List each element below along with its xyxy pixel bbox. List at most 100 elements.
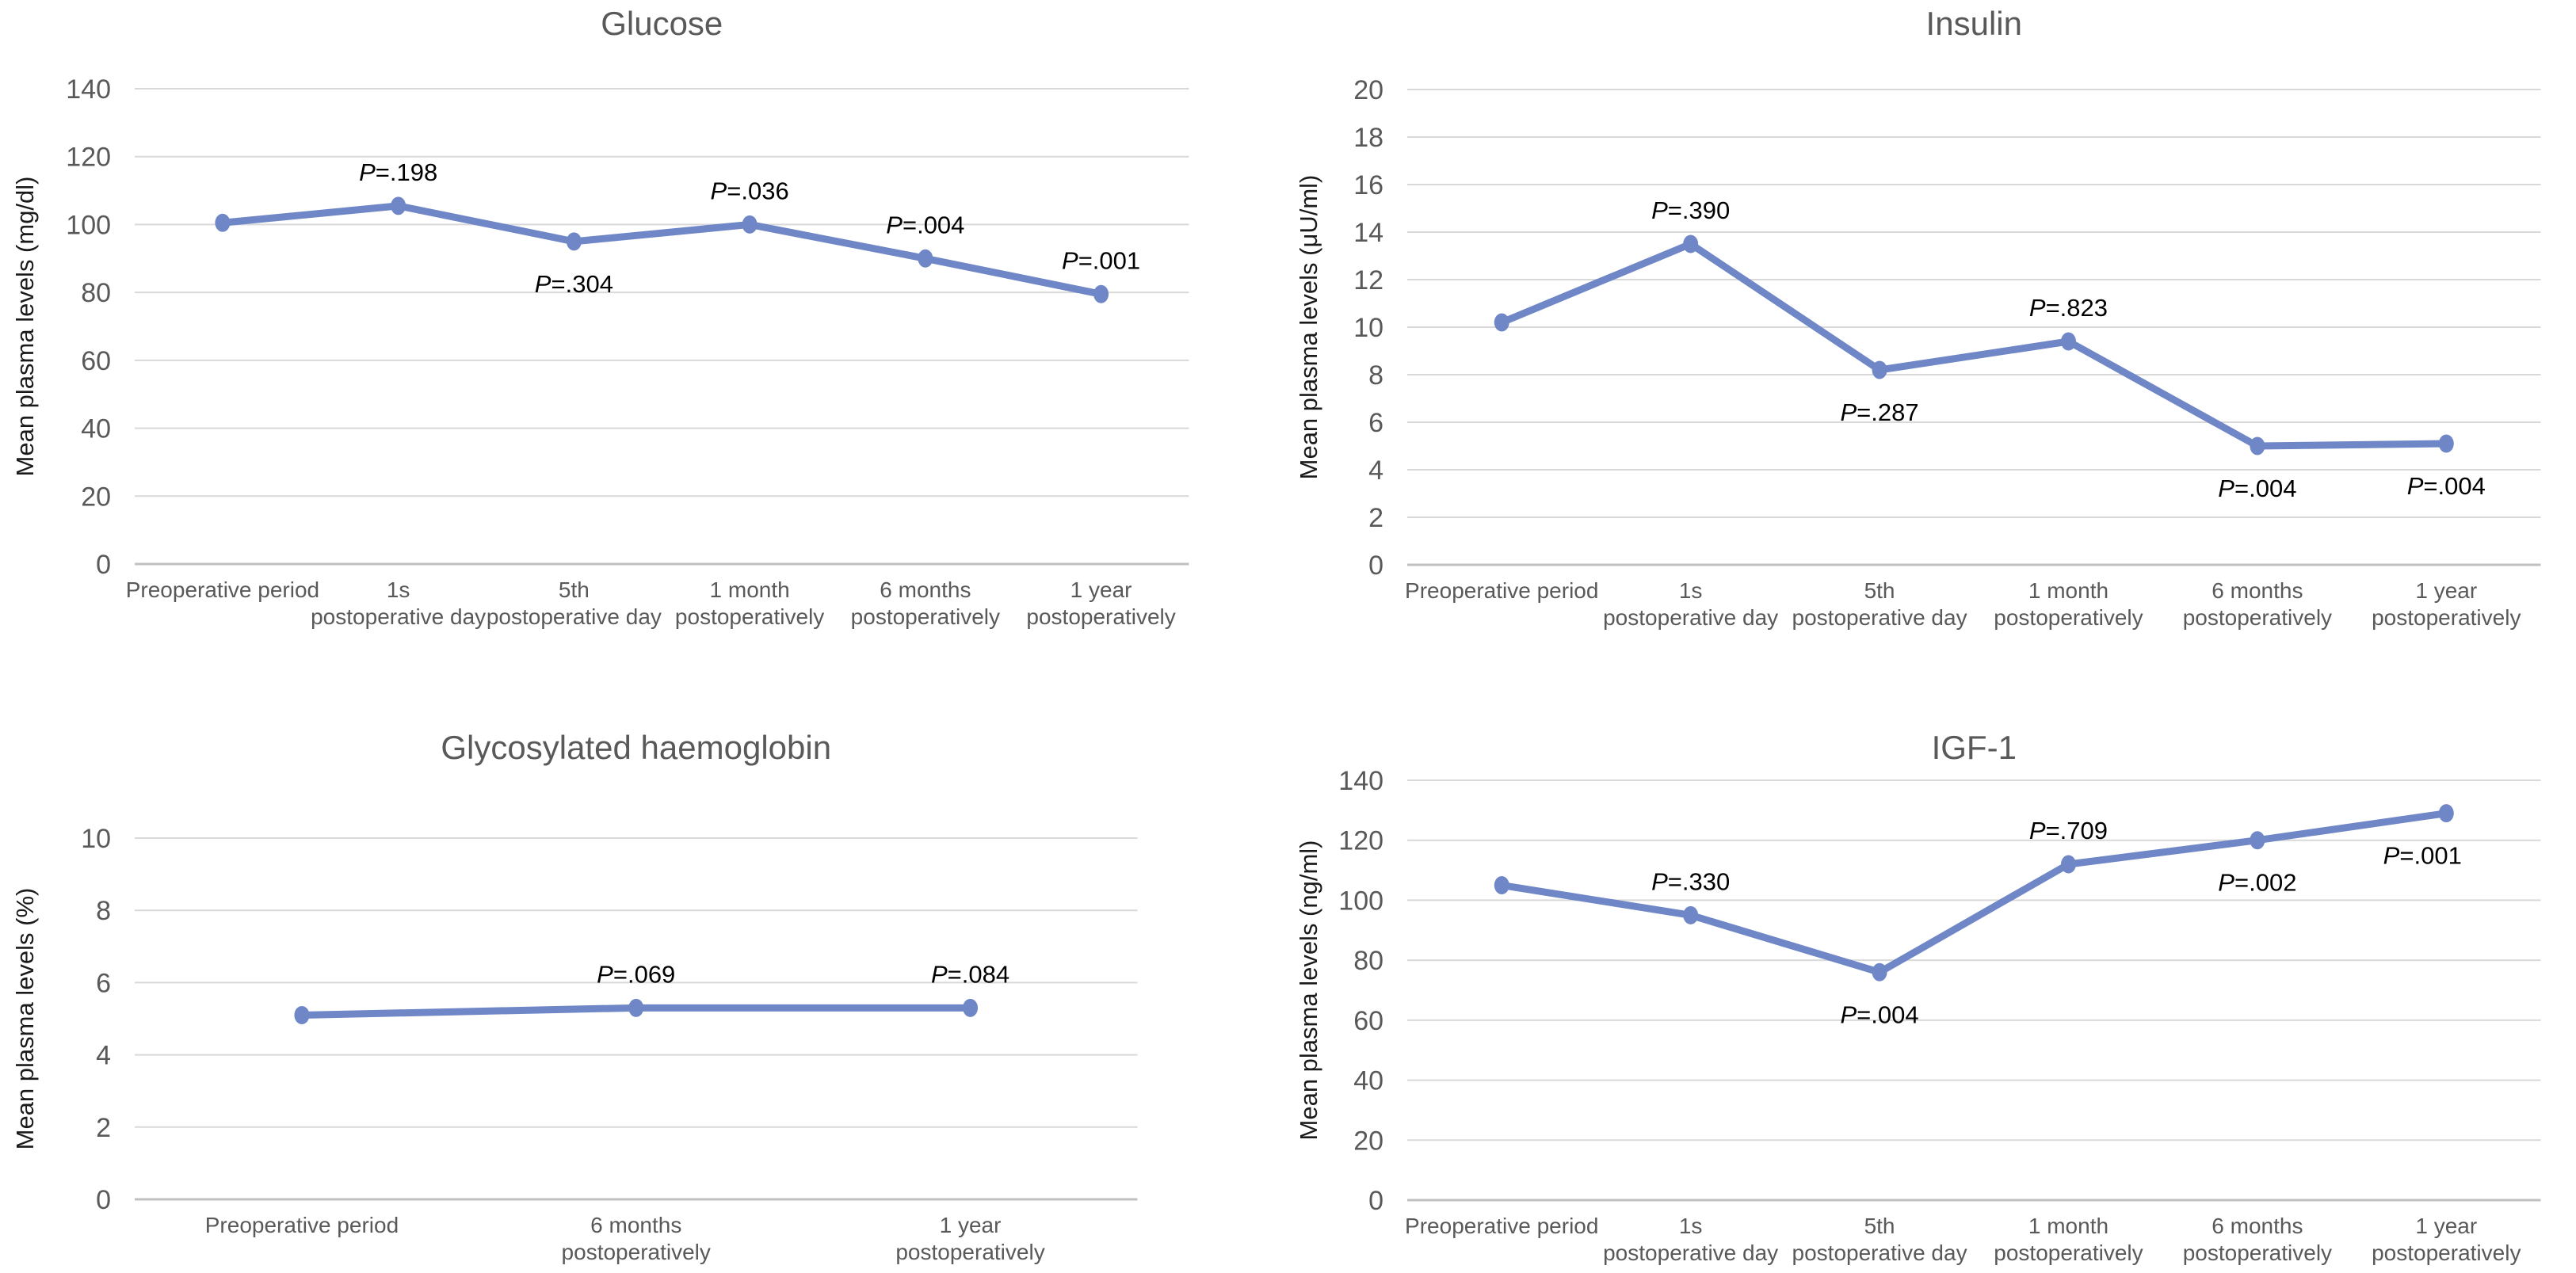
y-tick-label: 10 (1353, 313, 1383, 343)
data-point-marker (1872, 360, 1887, 379)
p-value-number: =.069 (613, 960, 675, 988)
chart-title: IGF-1 (1931, 729, 2016, 766)
p-value-annotation: P=.004 (2406, 472, 2485, 500)
y-tick-label: 80 (1353, 946, 1383, 976)
x-tick-label: postoperative day (487, 604, 662, 629)
p-value-number: =.002 (2234, 869, 2296, 897)
p-value-annotation: P=.004 (2218, 475, 2296, 502)
p-value-number: =.001 (2399, 842, 2461, 870)
y-tick-label: 14 (1353, 218, 1383, 248)
x-tick-label: 1s (1678, 1214, 1702, 1238)
p-value-symbol: P (2406, 472, 2423, 500)
y-tick-label: 120 (1338, 826, 1383, 856)
x-tick-label: 5th (1864, 1214, 1895, 1238)
y-tick-label: 18 (1353, 123, 1383, 153)
y-tick-label: 100 (66, 210, 111, 240)
y-tick-label: 20 (81, 482, 111, 512)
x-tick-label: postoperative day (1792, 1241, 1967, 1265)
p-value-symbol: P (1651, 196, 1668, 224)
p-value-annotation: P=.036 (711, 177, 789, 204)
p-value-symbol: P (359, 158, 376, 186)
x-tick-label: 5th (1864, 578, 1895, 603)
glucose-chart: Glucose 0 20 40 60 80 100 120 140 Mean plasma lev… (11, 5, 1189, 629)
series-line (1498, 810, 2450, 976)
p-value-annotation: P=.823 (2028, 294, 2107, 322)
x-tick-label: postoperatively (2182, 1241, 2331, 1265)
p-value-number: =.823 (2045, 294, 2107, 322)
data-point-marker (2438, 804, 2454, 823)
x-tick-label: 1 year (2415, 1214, 2477, 1238)
y-tick-label: 8 (96, 896, 111, 926)
y-tick-label: 100 (1338, 886, 1383, 916)
y-tick-label: 0 (1368, 551, 1383, 581)
p-value-number: =.036 (727, 177, 788, 204)
p-value-number: =.004 (2234, 475, 2296, 502)
x-tick-label: postoperatively (851, 604, 1000, 629)
data-point-marker (391, 196, 406, 215)
x-tick-label: 1 month (710, 577, 790, 602)
x-tick-label: Preoperative period (1405, 1214, 1598, 1238)
p-value-annotation: P=.069 (597, 960, 675, 988)
y-tick-label: 20 (1353, 1126, 1383, 1156)
data-point-marker (1872, 962, 1887, 981)
y-tick-label: 6 (1368, 408, 1383, 438)
x-tick-label: postoperatively (562, 1240, 711, 1264)
x-tick-label: 1 year (2415, 578, 2477, 603)
p-value-annotation: P=.001 (1062, 246, 1140, 274)
data-point-marker (963, 998, 979, 1017)
p-value-annotation: P=.304 (535, 270, 613, 298)
p-value-annotation: P=.004 (886, 211, 964, 238)
x-tick-label: postoperatively (1994, 605, 2143, 630)
p-value-symbol: P (1840, 398, 1857, 426)
p-value-symbol: P (2218, 475, 2234, 502)
x-tick-label: Preoperative period (205, 1213, 399, 1237)
x-tick-label: postoperative day (1603, 605, 1778, 630)
data-point-marker (1494, 313, 1509, 332)
p-value-symbol: P (1651, 867, 1668, 895)
data-point-marker (628, 998, 644, 1017)
y-tick-label: 8 (1368, 360, 1383, 391)
x-tick-label: 1 year (940, 1213, 1002, 1237)
x-tick-label: 1 month (2028, 1214, 2108, 1238)
p-value-symbol: P (711, 177, 727, 204)
x-tick-label: postoperatively (675, 604, 824, 629)
data-point-marker (566, 232, 582, 251)
x-tick-label: 1s (1678, 578, 1702, 603)
x-tick-label: 1 month (2028, 578, 2108, 603)
p-value-number: =.390 (1667, 196, 1729, 224)
x-tick-label: 6 months (2212, 1214, 2303, 1238)
p-value-number: =.004 (1857, 1000, 1918, 1028)
p-value-annotation: P=.330 (1651, 867, 1730, 895)
p-value-symbol: P (2218, 869, 2234, 897)
p-value-annotation: P=.709 (2028, 817, 2107, 844)
p-value-annotation: P=.002 (2218, 869, 2296, 897)
data-point-marker (215, 213, 231, 232)
data-point-marker (2060, 332, 2076, 351)
p-value-symbol: P (1062, 246, 1078, 274)
y-tick-label: 140 (66, 74, 111, 105)
glycosylated-haemoglobin-chart: Glycosylated haemoglobin 0 2 4 6 8 10 Mean plas… (11, 729, 1138, 1264)
y-tick-label: 0 (96, 550, 111, 580)
x-tick-label: postoperatively (2182, 605, 2331, 630)
data-point-marker (1682, 234, 1698, 253)
data-point-marker (2249, 436, 2265, 455)
chart-title: Glycosylated haemoglobin (441, 729, 831, 766)
y-tick-label: 16 (1353, 170, 1383, 200)
y-tick-label: 0 (96, 1185, 111, 1215)
x-tick-label: postoperative day (1792, 605, 1967, 630)
p-value-number: =.287 (1857, 398, 1918, 426)
y-tick-label: 2 (96, 1113, 111, 1143)
p-value-number: =.001 (1078, 246, 1140, 274)
p-value-annotation: P=.390 (1651, 196, 1730, 224)
y-tick-label: 120 (66, 143, 111, 173)
data-point-marker (294, 1005, 310, 1024)
chart-panel-igf-1: IGF-1 0 20 40 60 80 100 120 140 Mean plasma level… (1288, 634, 2576, 1273)
p-value-number: =.084 (948, 960, 1009, 988)
data-point-marker (2438, 434, 2454, 453)
x-tick-label: postoperatively (895, 1240, 1044, 1264)
chart-panel-glucose: Glucose 0 20 40 60 80 100 120 140 Mean plasma lev… (0, 0, 1288, 634)
y-tick-label: 40 (81, 414, 111, 444)
p-value-symbol: P (1840, 1000, 1857, 1028)
data-point-marker (918, 249, 933, 268)
